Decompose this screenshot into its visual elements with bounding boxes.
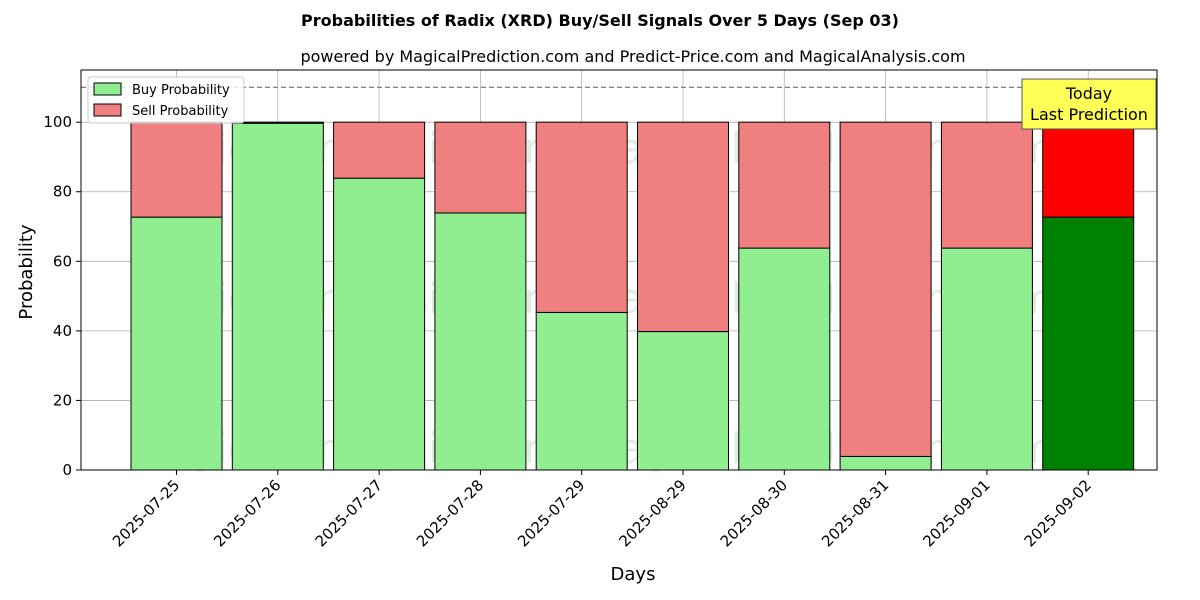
y-axis-label: Probability bbox=[16, 224, 37, 319]
y-tick-label: 0 bbox=[62, 461, 72, 479]
bar-buy-2025-07-27 bbox=[333, 177, 426, 471]
legend-swatch-buy bbox=[93, 82, 122, 96]
bar-sell-2025-08-30 bbox=[738, 121, 831, 249]
plot-frame bbox=[80, 69, 1158, 471]
annotation-box bbox=[1021, 78, 1157, 130]
bar-sell-2025-07-28 bbox=[434, 121, 527, 214]
x-tick-label: 2025-08-31 bbox=[818, 476, 892, 550]
bar-buy-2025-07-25 bbox=[130, 216, 223, 471]
x-tick-label: 2025-07-25 bbox=[109, 476, 183, 550]
bar-buy-2025-07-29 bbox=[535, 311, 628, 471]
x-tick-label: 2025-07-27 bbox=[312, 476, 386, 550]
y-tick-label: 100 bbox=[43, 113, 72, 131]
bar-buy-2025-09-02 bbox=[1042, 216, 1135, 471]
bar-sell-2025-07-26 bbox=[231, 121, 324, 124]
bar-buy-2025-08-31 bbox=[839, 455, 932, 471]
x-axis-label: Days bbox=[611, 564, 656, 585]
chart-subtitle: powered by MagicalPrediction.com and Pre… bbox=[300, 47, 965, 66]
bar-sell-2025-08-31 bbox=[839, 121, 932, 457]
x-tick-label: 2025-09-02 bbox=[1021, 476, 1095, 550]
legend-box bbox=[87, 76, 245, 124]
bar-buy-2025-09-01 bbox=[940, 247, 1033, 471]
annotation-line-2: Last Prediction bbox=[1030, 105, 1148, 124]
x-tick-label: 2025-09-01 bbox=[919, 476, 993, 550]
bar-sell-2025-09-01 bbox=[940, 121, 1033, 249]
bar-buy-2025-07-28 bbox=[434, 212, 527, 471]
x-tick-label: 2025-07-28 bbox=[413, 476, 487, 550]
bar-sell-2025-07-27 bbox=[333, 121, 426, 179]
legend: Buy Probability Sell Probability bbox=[87, 76, 245, 124]
bar-buy-2025-08-29 bbox=[637, 331, 729, 471]
chart-title: Probabilities of Radix (XRD) Buy/Sell Si… bbox=[301, 11, 899, 30]
y-tick-label: 20 bbox=[53, 391, 72, 409]
bar-sell-2025-07-25 bbox=[130, 121, 223, 218]
x-tick-label: 2025-08-30 bbox=[717, 476, 791, 550]
bar-sell-2025-07-29 bbox=[535, 121, 628, 313]
y-tick-label: 40 bbox=[53, 322, 72, 340]
today-annotation: Today Last Prediction bbox=[1021, 78, 1157, 130]
y-axis-ticks: 0 20 40 60 80 100 bbox=[43, 113, 81, 479]
legend-label-buy: Buy Probability bbox=[132, 83, 230, 98]
y-tick-label: 80 bbox=[53, 183, 72, 201]
legend-swatch-sell bbox=[93, 103, 122, 117]
bar-sell-2025-09-02 bbox=[1042, 121, 1135, 218]
bar-buy-2025-08-30 bbox=[738, 247, 831, 471]
legend-label-sell: Sell Probability bbox=[132, 104, 229, 119]
bar-buy-2025-07-26 bbox=[231, 122, 324, 471]
bar-sell-2025-08-29 bbox=[637, 121, 729, 333]
annotation-line-1: Today bbox=[1065, 84, 1112, 103]
x-tick-label: 2025-07-29 bbox=[514, 476, 588, 550]
bars bbox=[130, 121, 1135, 471]
x-axis-ticks: 2025-07-25 2025-07-26 2025-07-27 2025-07-28… bbox=[109, 470, 1095, 550]
y-tick-label: 60 bbox=[53, 252, 72, 270]
x-tick-label: 2025-07-26 bbox=[210, 476, 284, 550]
x-tick-label: 2025-08-29 bbox=[615, 476, 689, 550]
